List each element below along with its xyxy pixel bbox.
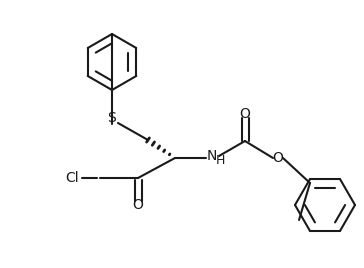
Text: O: O xyxy=(132,198,143,212)
Text: Cl: Cl xyxy=(65,171,79,185)
Text: H: H xyxy=(215,154,225,168)
Text: O: O xyxy=(240,107,250,121)
Text: N: N xyxy=(207,149,217,163)
Text: S: S xyxy=(108,111,116,125)
Text: O: O xyxy=(273,151,284,165)
